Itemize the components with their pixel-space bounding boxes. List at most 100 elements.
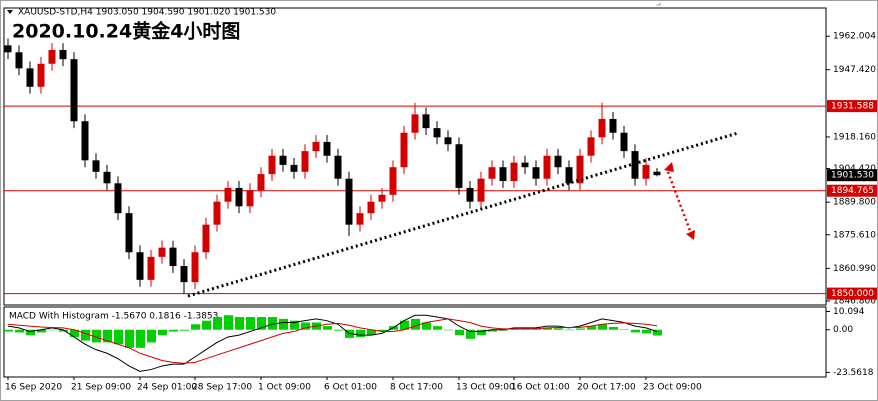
histogram-bar xyxy=(301,322,310,330)
candle-body xyxy=(334,155,342,179)
candle-body xyxy=(158,247,166,257)
histogram-bar xyxy=(323,326,332,330)
y-tick-label: 1904.420 xyxy=(833,164,876,174)
level-tag xyxy=(827,287,877,300)
candle-body xyxy=(180,266,188,283)
histogram-bar xyxy=(598,324,607,330)
histogram-bar xyxy=(224,315,233,330)
histogram-bar xyxy=(587,326,596,330)
candle-body xyxy=(422,114,430,129)
histogram-bar xyxy=(213,317,222,330)
x-tick-label: 23 Oct 09:00 xyxy=(643,383,702,393)
candle-body xyxy=(103,171,111,184)
histogram-bar xyxy=(191,324,200,330)
indicator-y-tick-label: 10.094 xyxy=(833,307,865,317)
histogram-bar xyxy=(279,318,288,330)
arrow-tail xyxy=(664,162,674,172)
candle-body xyxy=(499,167,507,182)
candle-body xyxy=(477,178,485,202)
y-tick-label: 1860.990 xyxy=(833,264,876,274)
candle-body xyxy=(147,256,155,280)
candle-body xyxy=(411,114,419,133)
candle-body xyxy=(642,164,650,179)
histogram-bar xyxy=(499,329,508,331)
candle-body xyxy=(444,137,452,145)
candle-body xyxy=(543,155,551,179)
candle-body xyxy=(70,59,78,122)
histogram-bar xyxy=(48,329,57,331)
corner-icon xyxy=(655,2,661,6)
y-tick-label: 1962.004 xyxy=(833,32,876,42)
histogram-bar xyxy=(114,329,123,345)
candle-body xyxy=(246,190,254,207)
candle-body xyxy=(301,151,309,172)
histogram-bar xyxy=(620,329,629,330)
candle-body xyxy=(653,171,661,176)
histogram-bar xyxy=(466,329,475,339)
histogram-bar xyxy=(290,320,299,330)
histogram-bar xyxy=(169,329,178,332)
price-label: 1901.530 xyxy=(831,171,874,181)
candle-body xyxy=(114,183,122,214)
x-tick-label: 1 Oct 09:00 xyxy=(258,383,311,393)
x-tick-label: 8 Oct 17:00 xyxy=(390,383,443,393)
x-tick-label: 16 Sep 2020 xyxy=(5,383,62,393)
level-label: 1931.588 xyxy=(831,102,874,112)
histogram-bar xyxy=(257,317,266,330)
candle-body xyxy=(290,164,298,172)
histogram-bar xyxy=(136,329,145,348)
candle-body xyxy=(356,213,364,225)
candle-body xyxy=(257,174,265,191)
candle-body xyxy=(576,155,584,184)
candle-body xyxy=(15,52,23,69)
histogram-bar xyxy=(4,329,13,332)
candle-body xyxy=(268,155,276,175)
histogram-bar xyxy=(433,326,442,330)
macd-line xyxy=(7,314,658,372)
indicator-panel xyxy=(3,306,827,378)
histogram-bar xyxy=(180,329,189,331)
candle-body xyxy=(510,162,518,182)
x-tick-label: 13 Oct 09:00 xyxy=(456,383,515,393)
histogram-bar xyxy=(70,329,79,337)
histogram-bar xyxy=(422,322,431,330)
x-tick-label: 28 Sep 17:00 xyxy=(192,383,252,393)
candle-body xyxy=(488,167,496,179)
candle-body xyxy=(389,167,397,195)
arrow-head xyxy=(686,230,695,240)
candle-body xyxy=(202,224,210,253)
x-tick-label: 6 Oct 01:00 xyxy=(324,383,377,393)
histogram-bar xyxy=(103,329,112,343)
histogram-bar xyxy=(15,329,24,333)
plot: 1962.004 1947.420 1918.160 1904.420 1889.800… xyxy=(4,32,877,393)
candle-body xyxy=(224,187,232,202)
y-tick-label: 1889.800 xyxy=(833,198,876,208)
candle-body xyxy=(367,201,375,214)
x-tick-label: 24 Sep 01:00 xyxy=(137,383,197,393)
candle-body xyxy=(81,121,89,161)
histogram-bar xyxy=(543,327,552,330)
histogram-bar xyxy=(356,329,365,337)
candle-body xyxy=(554,155,562,168)
collapse-icon[interactable] xyxy=(7,10,13,14)
histogram-bar xyxy=(334,329,343,331)
x-tick-label: 20 Oct 17:00 xyxy=(577,383,636,393)
candle-body xyxy=(191,252,199,283)
histogram-bar xyxy=(576,328,585,330)
indicator-y-tick-label: -23.5618 xyxy=(833,368,874,378)
level-tag xyxy=(827,100,877,113)
level-tag xyxy=(827,184,877,197)
histogram-bar xyxy=(411,318,420,330)
candle-body xyxy=(26,68,34,87)
histogram-bar xyxy=(444,329,453,331)
y-tick-label: 1875.610 xyxy=(833,230,876,240)
chart-title: 2020.10.24黄金4小时图 xyxy=(12,20,240,43)
price-tag xyxy=(827,169,877,182)
histogram-bar xyxy=(125,329,134,348)
candle-body xyxy=(323,141,331,156)
candle-body xyxy=(532,167,540,179)
candle-body xyxy=(455,144,463,188)
histogram-bar xyxy=(26,329,35,336)
candle-body xyxy=(235,187,243,207)
